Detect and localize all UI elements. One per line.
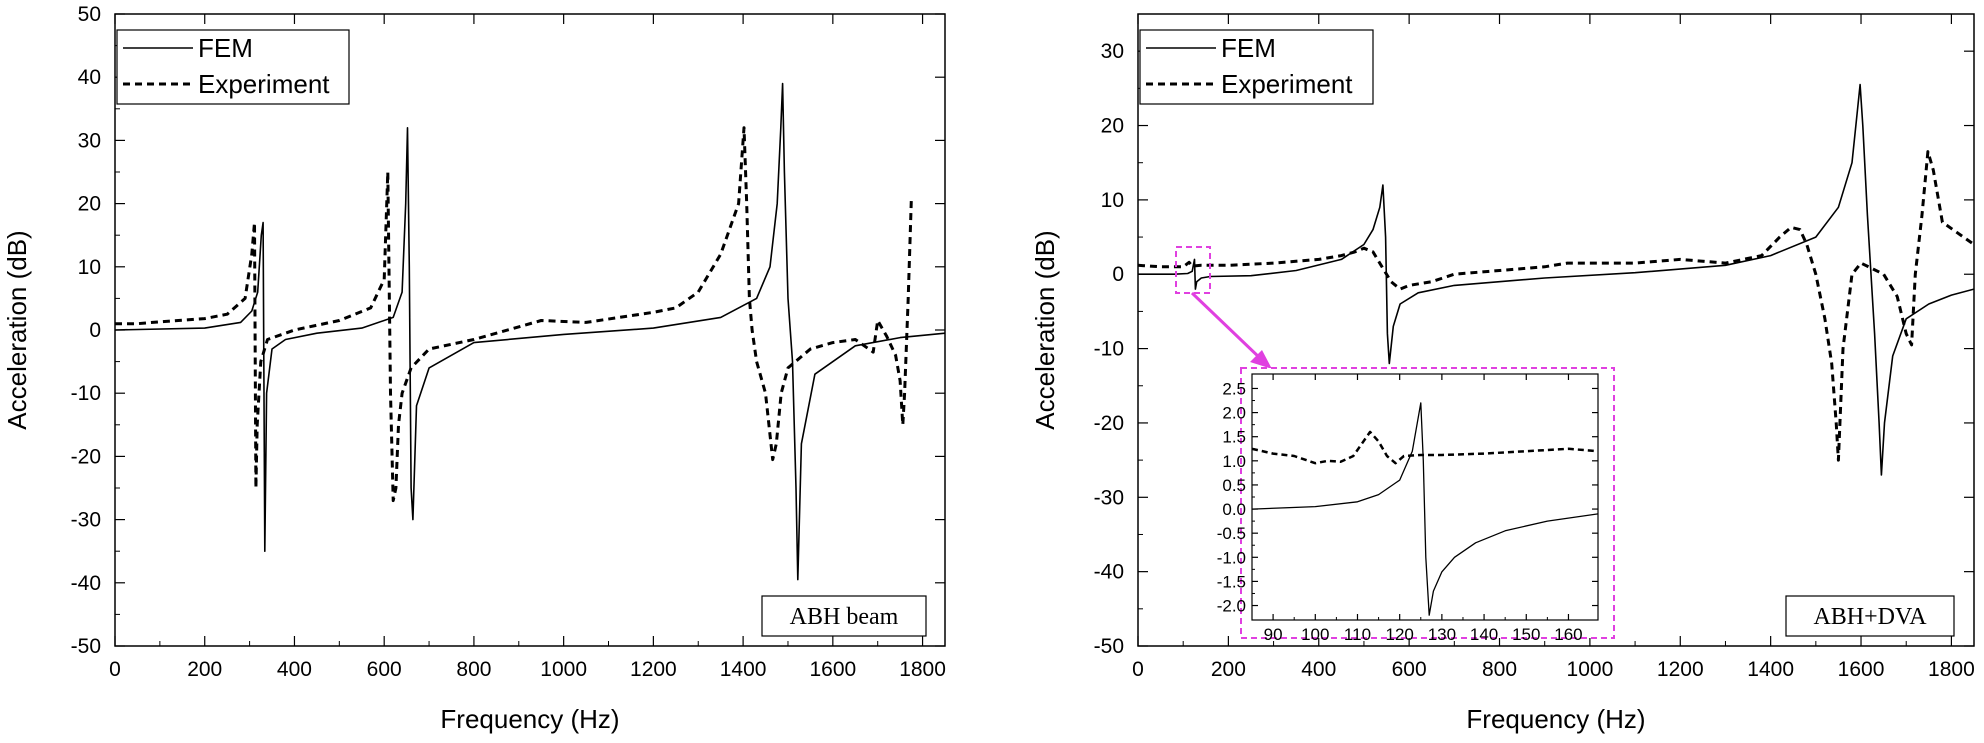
x-tick-label: 120 (1385, 625, 1413, 644)
y-tick-label: 50 (78, 3, 101, 26)
y-tick-label: 2.0 (1222, 404, 1246, 423)
x-tick-label: 400 (1301, 658, 1336, 681)
y-tick-label: -20 (1094, 412, 1124, 435)
y-tick-label: -30 (1094, 486, 1124, 509)
annotation-box (761, 595, 927, 637)
y-tick-label: -30 (71, 509, 101, 532)
y-tick-label: 2.5 (1222, 379, 1246, 398)
y-tick-label: 1.5 (1222, 428, 1246, 447)
x-tick-label: 1400 (1747, 658, 1794, 681)
y-tick-label: 0.0 (1222, 500, 1246, 519)
y-tick-label: 10 (1101, 189, 1124, 212)
y-axis-label: Acceleration (dB) (2, 230, 32, 429)
x-tick-label: 1000 (540, 658, 587, 681)
x-tick-label: 0 (1132, 658, 1144, 681)
y-tick-label: -20 (71, 445, 101, 468)
y-tick-label: -40 (1094, 561, 1124, 584)
x-tick-label: 140 (1470, 625, 1498, 644)
x-tick-label: 1000 (1567, 658, 1614, 681)
legend-box (1139, 29, 1374, 105)
annotation-abh-dva: ABH+DVA (1813, 604, 1927, 630)
y-tick-label: 0 (1112, 263, 1124, 286)
x-tick-label: 130 (1428, 625, 1456, 644)
chart-abh-dva: 0 200 400 600 800 1000 1200 1400 1600 18003020100… (1030, 13, 1975, 734)
y-tick-label: 40 (78, 66, 101, 89)
x-tick-label: 1600 (1838, 658, 1885, 681)
x-tick-label: 90 (1264, 625, 1283, 644)
series-line-experiment (1252, 430, 1598, 465)
y-tick-label: -0.5 (1217, 524, 1246, 543)
y-tick-label: 30 (78, 129, 101, 152)
y-tick-label: 0 (89, 319, 101, 342)
zoom-callout-arrow (1190, 291, 1264, 362)
series-line-experiment (115, 126, 913, 503)
legend-box (116, 29, 350, 105)
series-line-fem (1252, 402, 1598, 616)
x-tick-label: 200 (1211, 658, 1246, 681)
series-line-experiment (1138, 150, 1974, 462)
x-tick-label: 800 (456, 658, 491, 681)
inset-plot-frame (1251, 373, 1599, 621)
x-axis-label: Frequency (Hz) (440, 704, 619, 734)
x-tick-label: 600 (1392, 658, 1427, 681)
series-line-fem (115, 82, 945, 581)
y-tick-label: -10 (71, 382, 101, 405)
legend-label-fem: FEM (1221, 33, 1276, 63)
y-tick-label: -50 (71, 635, 101, 658)
plot-frame (114, 13, 946, 647)
x-tick-label: 1600 (809, 658, 856, 681)
x-tick-label: 400 (277, 658, 312, 681)
legend-label-fem: FEM (198, 33, 253, 63)
y-tick-label: -1.0 (1217, 548, 1246, 567)
y-tick-label: -10 (1094, 338, 1124, 361)
x-tick-label: 100 (1301, 625, 1329, 644)
y-axis-label: Acceleration (dB) (1030, 230, 1060, 429)
annotation-abh-beam: ABH beam (790, 604, 899, 630)
y-tick-label: 20 (78, 193, 101, 216)
chart-abh-beam: 0 200 400 600 800 1000 1200 1400 1600 18005040302… (2, 3, 946, 734)
legend: FEM Experiment (116, 29, 350, 105)
y-tick-label: -40 (71, 572, 101, 595)
x-axis-label: Frequency (Hz) (1466, 704, 1645, 734)
y-tick-label: 20 (1101, 115, 1124, 138)
annotation-box (1785, 595, 1955, 637)
x-tick-label: 800 (1482, 658, 1517, 681)
y-tick-label: 30 (1101, 40, 1124, 63)
series-line-fem (1138, 83, 1974, 476)
x-tick-label: 0 (109, 658, 121, 681)
y-tick-label: 0.5 (1222, 476, 1246, 495)
inset-chart: 90 100 110 120 130 140 150 160 2.5 2.0 1.5 1.0 0.5 0.… (1217, 367, 1615, 644)
plot-frame (1137, 13, 1975, 647)
x-tick-label: 600 (367, 658, 402, 681)
y-tick-label: 10 (78, 256, 101, 279)
x-tick-label: 1800 (899, 658, 946, 681)
y-tick-label: -2.0 (1217, 597, 1246, 616)
legend-label-experiment: Experiment (198, 69, 330, 99)
x-tick-label: 150 (1512, 625, 1540, 644)
legend: FEM Experiment (1139, 29, 1374, 105)
y-tick-label: -50 (1094, 635, 1124, 658)
x-tick-label: 1200 (630, 658, 677, 681)
x-tick-label: 1200 (1657, 658, 1704, 681)
legend-label-experiment: Experiment (1221, 69, 1353, 99)
x-tick-label: 1400 (720, 658, 767, 681)
zoom-callout-arrowhead (1250, 350, 1272, 369)
y-tick-label: -1.5 (1217, 572, 1246, 591)
x-tick-label: 1800 (1928, 658, 1975, 681)
x-tick-label: 200 (187, 658, 222, 681)
x-tick-label: 160 (1554, 625, 1582, 644)
x-tick-label: 110 (1344, 625, 1371, 644)
y-tick-label: 1.0 (1222, 452, 1246, 471)
